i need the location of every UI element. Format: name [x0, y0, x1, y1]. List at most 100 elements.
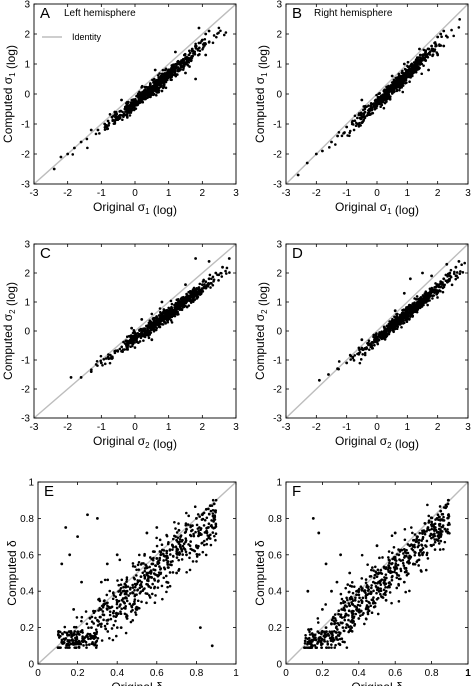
- data-point: [356, 122, 359, 126]
- data-point: [211, 498, 215, 502]
- panel-a: -3 -2 -1 0 1 2 3 -3 -2 -1 0 1 2 3 Original σ1 (log) Com…: [1, 0, 239, 217]
- data-point: [166, 542, 170, 546]
- x-tick-label: 1: [465, 668, 471, 679]
- data-point: [101, 613, 105, 616]
- data-point: [123, 105, 127, 109]
- y-tick-label: -1: [21, 356, 30, 367]
- data-point: [118, 589, 121, 593]
- data-point: [415, 309, 419, 312]
- data-point: [145, 531, 149, 535]
- data-point: [333, 613, 337, 616]
- data-point: [449, 268, 453, 272]
- data-point: [198, 626, 202, 629]
- data-point: [153, 323, 157, 327]
- data-point: [207, 29, 211, 33]
- data-point: [126, 104, 130, 108]
- data-point: [157, 318, 160, 322]
- data-point: [320, 646, 323, 649]
- data-point: [339, 601, 343, 605]
- data-point: [366, 586, 370, 589]
- data-point: [202, 543, 206, 547]
- data-point: [364, 596, 368, 600]
- data-point: [419, 569, 423, 572]
- data-point: [345, 361, 349, 365]
- data-point: [347, 630, 350, 634]
- data-point: [336, 367, 339, 371]
- data-point: [182, 66, 185, 70]
- data-point: [360, 553, 364, 557]
- data-point: [133, 582, 137, 586]
- data-point: [123, 601, 126, 605]
- data-point: [154, 594, 157, 597]
- data-point: [161, 597, 164, 601]
- data-point: [404, 566, 408, 570]
- data-point: [150, 570, 153, 574]
- data-point: [382, 89, 386, 93]
- data-point: [210, 519, 213, 522]
- data-point: [143, 327, 147, 331]
- data-point: [326, 642, 330, 646]
- data-point: [106, 119, 110, 123]
- data-point: [121, 597, 125, 600]
- data-point: [115, 606, 119, 610]
- data-point: [439, 32, 443, 36]
- data-point: [387, 550, 391, 553]
- x-tick-label: 1: [405, 422, 411, 433]
- x-tick-label: 0: [374, 188, 380, 199]
- data-point: [316, 642, 319, 645]
- data-point: [68, 639, 71, 642]
- data-point: [305, 161, 309, 165]
- data-point: [94, 628, 98, 631]
- x-tick-label: 0.2: [71, 668, 85, 679]
- data-point: [408, 554, 411, 558]
- data-point: [131, 339, 134, 343]
- data-point: [171, 571, 175, 574]
- data-point: [106, 578, 110, 582]
- data-point: [393, 531, 397, 535]
- data-point: [108, 361, 112, 365]
- data-point: [138, 329, 141, 332]
- data-point: [129, 592, 132, 595]
- data-point: [153, 586, 156, 590]
- data-point: [423, 292, 427, 295]
- data-point: [90, 626, 93, 629]
- data-point: [145, 601, 148, 605]
- y-axis-label: Computed δ: [253, 540, 267, 606]
- data-point: [211, 41, 215, 45]
- data-point: [197, 41, 201, 45]
- data-point: [127, 110, 131, 114]
- data-point: [69, 376, 73, 379]
- data-point: [427, 68, 430, 72]
- x-tick-label: 1: [405, 188, 411, 199]
- data-point: [446, 502, 450, 506]
- data-point: [166, 563, 170, 566]
- data-point: [415, 539, 419, 543]
- data-point: [306, 643, 309, 646]
- data-point: [360, 599, 363, 602]
- data-point: [429, 294, 433, 297]
- data-point: [413, 553, 417, 557]
- data-point: [114, 634, 118, 638]
- data-point: [162, 559, 165, 562]
- data-point: [208, 504, 212, 508]
- data-point: [180, 558, 184, 561]
- data-point: [127, 340, 130, 344]
- data-point: [422, 303, 425, 307]
- data-point: [375, 335, 379, 339]
- data-point: [375, 598, 379, 601]
- data-point: [150, 89, 154, 93]
- data-point: [75, 635, 79, 639]
- data-point: [82, 644, 85, 647]
- data-point: [337, 131, 341, 134]
- data-point: [315, 646, 319, 649]
- data-point: [361, 353, 365, 356]
- data-point: [143, 85, 147, 89]
- data-point: [164, 554, 168, 558]
- data-point: [129, 345, 132, 349]
- data-point: [112, 615, 116, 618]
- data-point: [176, 300, 180, 304]
- data-point: [343, 618, 347, 622]
- data-point: [377, 335, 381, 338]
- data-point: [142, 333, 146, 336]
- data-point: [125, 599, 129, 603]
